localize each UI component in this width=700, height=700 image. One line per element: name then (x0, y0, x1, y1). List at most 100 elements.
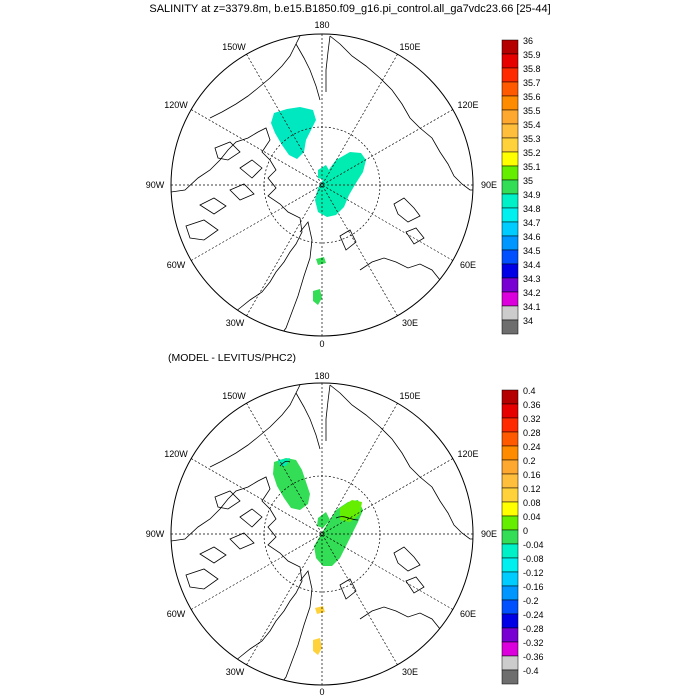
contour-line-canada (279, 460, 291, 467)
colorbar-tick-label: -0.12 (523, 568, 544, 578)
colorbar-tick-label: -0.4 (523, 666, 539, 676)
colorbar-tick-label: 35 (523, 176, 533, 186)
figure-title: SALINITY at z=3379.8m, b.e15.B1850.f09_g… (149, 3, 551, 15)
colorbar-swatch (501, 179, 519, 195)
lon-label-60w: 60W (167, 609, 186, 619)
colorbar-tick-label: 0.36 (523, 400, 541, 410)
coastline-siberia (329, 35, 473, 191)
colorbar-tick-label: 34.9 (523, 190, 541, 200)
lon-label-60w: 60W (167, 260, 186, 270)
colorbar-swatch (501, 669, 519, 685)
lon-label-30w: 30W (226, 318, 245, 328)
lon-label-0: 0 (319, 339, 324, 349)
colorbar-swatch (501, 263, 519, 279)
lon-label-60e: 60E (460, 609, 476, 619)
salinity-patch-eurasian-basin (315, 152, 366, 217)
colorbar-swatch (501, 487, 519, 503)
colorbar-tick-label: 0.32 (523, 414, 541, 424)
colorbar-tick-label: 0.08 (523, 498, 541, 508)
coastline-siberia (329, 384, 473, 540)
colorbar-tick-label: 0 (523, 526, 528, 536)
lon-label-0: 0 (319, 687, 324, 697)
colorbar-swatch (501, 305, 519, 321)
colorbar-swatch (501, 571, 519, 587)
colorbar-tick-label: 34.1 (523, 302, 541, 312)
lon-label-150e: 150E (399, 391, 420, 401)
colorbar-tick-label: 34.8 (523, 204, 541, 214)
coastline-greenland (279, 221, 313, 336)
colorbar-swatch (501, 403, 519, 419)
contour-line (335, 516, 359, 521)
coastline-islands (185, 490, 263, 590)
colorbar-tick-label: 35.6 (523, 92, 541, 102)
colorbar-tick-label: 35.1 (523, 162, 541, 172)
colorbar-swatch (501, 165, 519, 181)
colorbar-tick-label: 36 (523, 36, 533, 46)
colorbar-tick-label: -0.36 (523, 652, 544, 662)
colorbar-swatch (501, 641, 519, 657)
colorbar-swatch (501, 137, 519, 153)
colorbar-swatch (501, 557, 519, 573)
difference-patch-makarov (317, 512, 330, 528)
colorbar-swatch (501, 109, 519, 125)
colorbar-tick-label: 34.2 (523, 288, 541, 298)
colorbar-swatch (501, 627, 519, 643)
colorbar-tick-label: 0.16 (523, 470, 541, 480)
colorbar-tick-label: 0.04 (523, 512, 541, 522)
colorbar-swatch (501, 613, 519, 629)
lon-label-30w: 30W (226, 667, 245, 677)
colorbar-tick-label: -0.32 (523, 638, 544, 648)
lon-label-30e: 30E (402, 318, 418, 328)
colorbar-tick-label: 0.28 (523, 428, 541, 438)
colorbar-tick-label: -0.16 (523, 582, 544, 592)
colorbar-swatch (501, 277, 519, 293)
lon-label-90e: 90E (481, 180, 497, 190)
lon-label-180: 180 (314, 371, 329, 381)
lon-label-180: 180 (314, 20, 329, 30)
lon-label-120e: 120E (457, 449, 478, 459)
colorbar-swatch (501, 655, 519, 671)
colorbar-tick-label: 35.9 (523, 50, 541, 60)
colorbar-swatch (501, 151, 519, 167)
colorbar-tick-label: 34 (523, 316, 533, 326)
colorbar-swatch (501, 445, 519, 461)
colorbar-tick-label: 35.4 (523, 120, 541, 130)
lon-label-150w: 150W (222, 42, 246, 52)
colorbar-swatch (501, 193, 519, 209)
lon-label-120w: 120W (164, 100, 188, 110)
colorbar-tick-label: -0.2 (523, 596, 539, 606)
coastline-bering (295, 35, 331, 101)
coastline-alaska (209, 35, 301, 119)
coastline-bering (295, 384, 331, 450)
colorbar-tick-label: -0.28 (523, 624, 544, 634)
colorbar-swatch (501, 389, 519, 405)
colorbar-swatch (501, 459, 519, 475)
colorbar-swatch (501, 543, 519, 559)
colorbar-tick-label: 34.3 (523, 274, 541, 284)
lon-label-120e: 120E (457, 100, 478, 110)
map-boundary (170, 33, 474, 337)
lon-label-150e: 150E (399, 42, 420, 52)
colorbar-swatch (501, 95, 519, 111)
colorbar-tick-label: 34.5 (523, 246, 541, 256)
colorbar-swatch (501, 123, 519, 139)
lon-label-90w: 90W (146, 180, 165, 190)
colorbar-swatch (501, 599, 519, 615)
difference-map-panel: 180 150W 150E 120W 120E 90W 90E 60W 60E … (146, 371, 544, 697)
coastline-alaska (209, 384, 301, 468)
difference-patch-fram-strait (315, 606, 325, 614)
colorbar-tick-label: 35.5 (523, 106, 541, 116)
colorbar-swatch (501, 473, 519, 489)
colorbar-tick-label: 35.3 (523, 134, 541, 144)
panel-subtitle: (MODEL - LEVITUS/PHC2) (168, 352, 296, 364)
colorbar-tick-label: 35.7 (523, 78, 541, 88)
coastline-canadian-archipelago (171, 476, 303, 676)
colorbar-tick-label: 35.8 (523, 64, 541, 74)
coastline-greenland (279, 570, 313, 685)
colorbar-swatch (501, 81, 519, 97)
colorbar-salinity: 36 35.9 35.8 35.7 35.6 35.5 35.4 35.3 35.2 35.1 35… (501, 36, 541, 335)
difference-patch-greenland-sea (313, 638, 322, 655)
colorbar-tick-label: 0.4 (523, 386, 536, 396)
colorbar-swatch (501, 529, 519, 545)
